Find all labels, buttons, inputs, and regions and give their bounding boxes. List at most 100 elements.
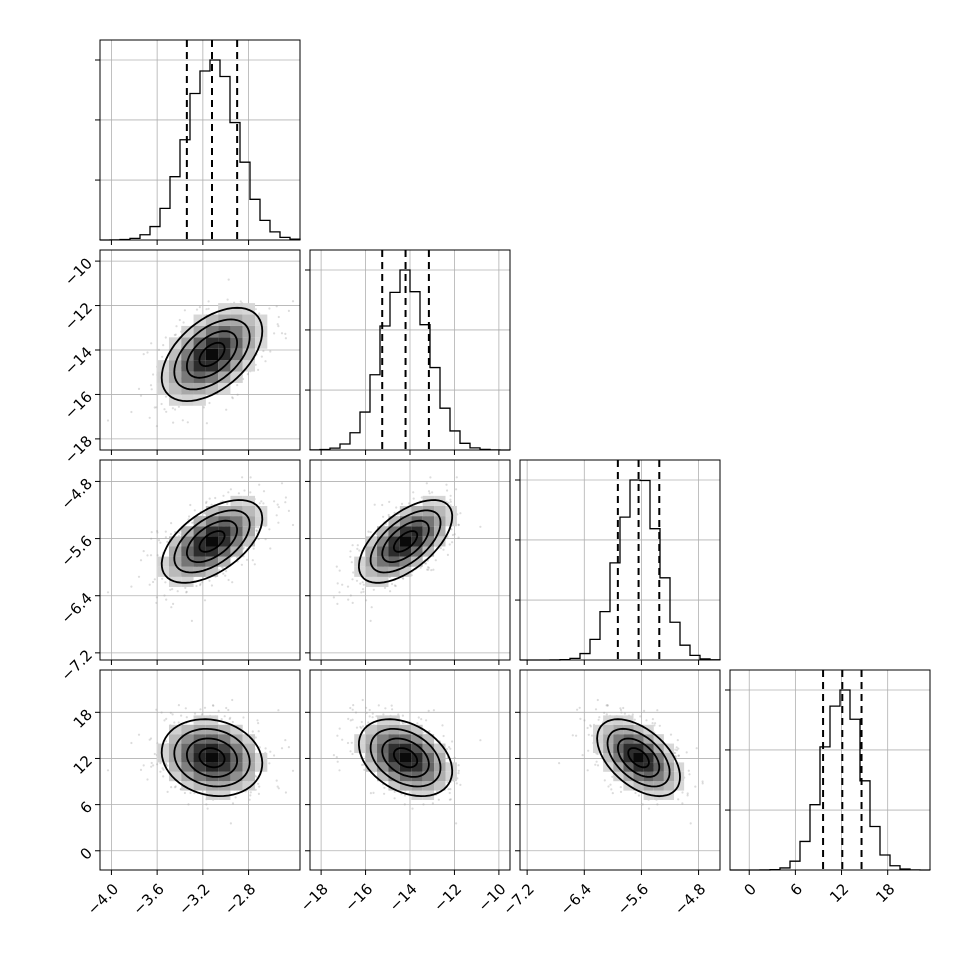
sample-point (164, 536, 167, 539)
sample-point (178, 531, 181, 535)
sample-point (426, 566, 430, 569)
histogram-2 (520, 479, 721, 661)
sample-point (210, 503, 213, 506)
density-cell (422, 743, 435, 753)
density-cell (230, 724, 243, 735)
density-cell (399, 724, 412, 735)
sample-point (203, 511, 207, 514)
sample-point (231, 720, 234, 724)
sample-point (166, 790, 169, 794)
sample-point (402, 577, 405, 580)
density-cell (230, 771, 243, 782)
sample-point (455, 476, 458, 479)
sample-point (275, 514, 278, 517)
sample-point (199, 584, 202, 587)
sample-point (284, 791, 287, 794)
sample-point (403, 803, 406, 806)
sample-point (142, 764, 145, 767)
sample-point (193, 792, 196, 795)
sample-point (218, 569, 221, 572)
density-cell (388, 516, 400, 527)
sample-point (222, 572, 225, 575)
sample-point (249, 794, 252, 797)
contour-line (198, 747, 226, 769)
sample-point (176, 590, 179, 593)
sample-point (264, 360, 267, 363)
sample-point (424, 562, 428, 565)
sample-point (346, 585, 350, 588)
sample-point (338, 569, 341, 572)
sample-point (407, 502, 411, 505)
sample-point (420, 496, 423, 499)
sample-point (455, 782, 458, 785)
sample-point (262, 502, 265, 505)
density-cell (388, 526, 400, 537)
sample-point (142, 550, 145, 553)
density-cell (365, 762, 378, 772)
sample-point (402, 722, 405, 725)
sample-point (249, 491, 252, 494)
sample-point (367, 530, 370, 533)
density-cell (399, 516, 412, 527)
density-cell (205, 526, 219, 537)
sample-point (206, 807, 209, 810)
sample-point (155, 601, 158, 605)
sample-point (457, 764, 460, 767)
sample-point (252, 547, 255, 550)
sample-point (159, 770, 162, 773)
density-cell (193, 536, 206, 547)
sample-point (389, 590, 392, 593)
sample-point (341, 738, 344, 741)
sample-point (351, 708, 354, 711)
sample-point (363, 768, 366, 772)
contour-line (186, 519, 238, 563)
density-cell (168, 348, 182, 361)
panel-frame (309, 249, 511, 451)
density-cell (181, 762, 194, 772)
sample-point (150, 537, 153, 540)
sample-point (361, 725, 365, 728)
sample-point (287, 746, 290, 749)
density-cell (399, 536, 412, 547)
density-cell (255, 516, 268, 527)
sample-point (257, 730, 260, 733)
sample-point (170, 786, 173, 789)
sample-point (148, 738, 151, 741)
sample-point (161, 355, 164, 358)
sample-point (429, 476, 432, 479)
sample-point (155, 596, 158, 599)
density-cell (205, 516, 219, 527)
contour-line (357, 718, 454, 798)
density-cell (205, 382, 219, 395)
sample-point (225, 570, 228, 573)
sample-point (437, 798, 440, 801)
sample-point (207, 307, 210, 310)
sample-point (291, 300, 295, 303)
sample-point (448, 798, 451, 801)
density-cell (205, 752, 219, 763)
contour-line (185, 330, 239, 379)
sample-point (171, 713, 174, 716)
sample-point (150, 388, 153, 391)
sample-point (201, 581, 204, 584)
sample-point (427, 709, 430, 713)
sample-point (152, 373, 155, 376)
sample-point (173, 333, 176, 337)
sample-point (457, 772, 460, 775)
sample-point (441, 724, 444, 727)
contour-line (357, 499, 454, 584)
sample-point (257, 537, 260, 541)
density-cell (242, 536, 256, 547)
sample-point (188, 515, 191, 518)
sample-point (212, 704, 215, 707)
density-cell (422, 536, 435, 547)
density-cell (205, 505, 219, 517)
sample-point (332, 596, 335, 599)
sample-point (459, 512, 462, 515)
sample-point (253, 563, 256, 566)
sample-point (255, 529, 258, 533)
contour-line (369, 509, 442, 574)
density-cell (377, 526, 389, 537)
sample-point (164, 530, 167, 533)
density-cell (242, 348, 256, 361)
